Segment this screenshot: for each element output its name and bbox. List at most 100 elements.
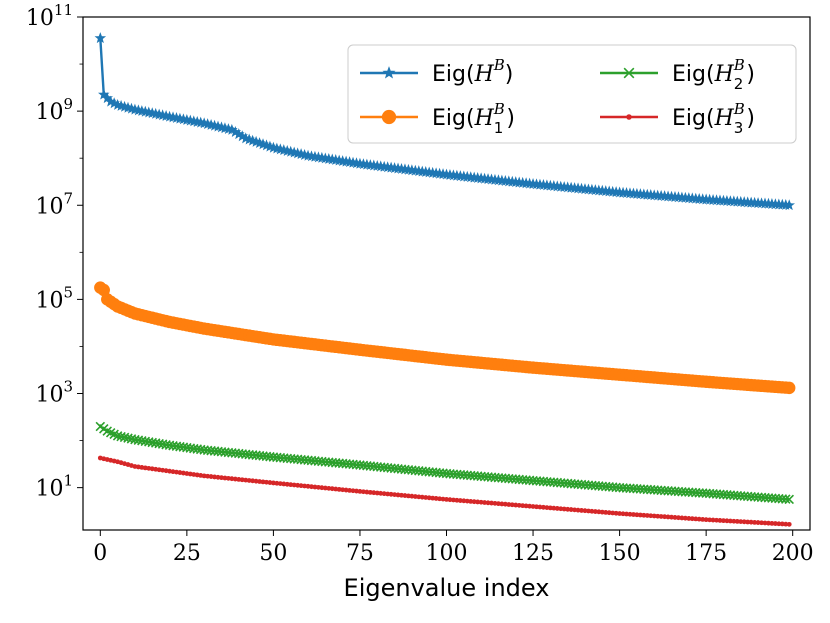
data-point [322,485,328,491]
x-axis-ticks: 0 25 50 75 100 125 150 175 200 [93,530,814,566]
data-point [686,516,692,521]
data-point [392,492,397,498]
data-point [714,517,719,523]
data-point [416,494,422,500]
data-point [340,487,346,493]
data-point [381,109,397,125]
data-point [502,501,508,507]
data-point [385,491,391,497]
series-eig-h-2-b- [95,421,794,505]
data-point [696,516,702,522]
data-point [547,505,553,511]
data-point [721,518,726,524]
data-point [637,512,643,518]
data-point [326,485,332,491]
legend-box [347,44,797,144]
y-tick-label: 1011 [26,1,73,31]
data-point [309,484,314,490]
legend: Eig(HB) Eig(HB 1) Eig(HB 2) Eig(HB 3) [347,44,797,144]
legend-item: Eig(HB) [360,56,513,87]
x-tick-label: 0 [93,541,107,566]
data-point [496,501,501,507]
data-point [784,494,794,505]
y-tick-label: 105 [35,283,73,313]
data-point [710,517,716,523]
data-point [257,479,262,484]
data-point [658,514,664,519]
data-point [374,490,380,496]
x-tick-label: 175 [685,541,727,566]
series-layer [94,32,796,527]
data-point [551,505,557,511]
data-point [707,517,713,523]
data-point [378,490,384,496]
y-tick-label: 103 [35,378,73,408]
data-point [672,515,678,520]
data-point [482,500,487,505]
data-point [357,489,363,494]
data-point [499,501,505,507]
data-point [478,499,484,505]
data-point [464,498,470,504]
data-point [596,509,602,515]
data-point [236,477,242,482]
data-point [724,518,730,524]
data-point [613,510,619,516]
data-point [665,514,671,520]
data-point [786,521,792,527]
y-tick-label: 107 [35,189,73,219]
data-point [239,477,245,483]
data-point [700,517,706,522]
data-point [781,494,791,504]
data-point [752,519,758,525]
data-point [534,504,539,510]
data-point [669,514,674,520]
data-point [544,505,550,510]
data-point [575,507,581,513]
data-point [766,520,771,526]
data-point [440,496,446,502]
data-point [468,498,474,504]
data-point [451,497,456,503]
data-point [433,496,439,501]
data-point [250,478,256,484]
data-point [623,67,635,79]
data-point [205,473,211,479]
data-point [219,475,224,481]
data-point [350,488,356,494]
data-point [271,480,276,486]
data-point [599,509,605,515]
data-point [412,494,418,499]
data-point [582,508,588,514]
data-point [371,490,377,496]
data-point [772,521,778,526]
data-point [253,478,259,484]
data-point [336,486,342,492]
data-point [679,515,685,521]
data-point [97,283,110,297]
data-point [644,513,650,518]
data-point [112,431,123,441]
data-point [284,481,290,487]
data-point [485,500,491,506]
data-point [655,513,661,519]
data-point [382,66,396,79]
data-point [381,491,387,497]
y-tick-label: 109 [35,95,73,125]
data-point [506,502,512,507]
x-tick-label: 50 [259,541,287,566]
data-point [676,515,681,521]
data-point [316,484,321,490]
data-point [302,483,307,489]
data-point [513,502,519,508]
data-point [298,483,304,489]
data-point [523,503,529,509]
data-point [201,473,207,479]
x-axis-title: Eigenvalue index [344,574,550,602]
legend-item: Eig(HB 1) [360,100,515,137]
data-point [624,511,629,517]
data-point [343,487,349,493]
data-point [537,504,543,510]
data-point [212,474,217,480]
data-point [291,482,297,488]
